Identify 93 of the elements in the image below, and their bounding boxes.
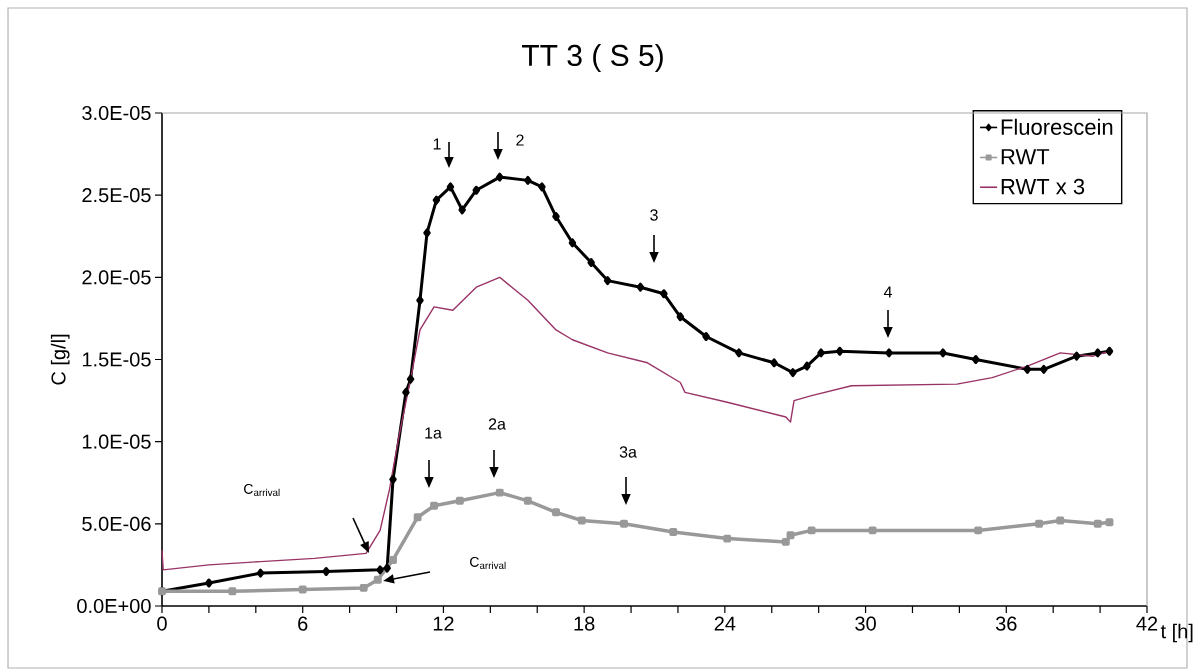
point: [577, 516, 586, 525]
point: [781, 537, 790, 546]
point: [939, 348, 947, 358]
x-tick-label: 36: [995, 616, 1017, 631]
x-tick-label: 24: [714, 616, 736, 631]
point: [383, 563, 391, 573]
point: [458, 205, 466, 215]
point: [423, 228, 431, 238]
point: [322, 566, 330, 576]
point: [587, 258, 595, 268]
point: [416, 295, 424, 305]
point: [1056, 516, 1065, 525]
x-tick-label: 12: [433, 616, 454, 631]
point: [1105, 518, 1114, 527]
point: [723, 534, 732, 543]
point: [552, 508, 560, 517]
x-axis-title: t [h]: [1160, 623, 1193, 643]
point: [974, 526, 983, 535]
y-tick-label: 5.0E-06: [82, 516, 151, 531]
point: [256, 568, 265, 578]
legend-label: RWT: [1001, 149, 1050, 165]
annotation: 2: [516, 134, 524, 146]
legend-label: Fluorescein: [1001, 118, 1113, 135]
point: [406, 374, 415, 384]
point: [413, 513, 422, 522]
x-tick-label: 42: [1136, 616, 1158, 631]
point: [472, 185, 481, 195]
point: [868, 526, 877, 535]
annotation: 1a: [425, 427, 442, 439]
point: [228, 587, 237, 596]
point: [972, 354, 980, 364]
point: [770, 358, 778, 368]
point: [446, 182, 455, 192]
point: [1023, 364, 1032, 374]
point: [495, 488, 504, 497]
point: [603, 276, 612, 286]
point: [430, 501, 438, 510]
point: [885, 348, 893, 358]
point: [495, 172, 504, 182]
point: [676, 312, 685, 322]
point: [735, 348, 743, 358]
chart-title: TT 3 ( S 5): [522, 44, 663, 72]
annotation: 1: [433, 138, 441, 150]
point: [786, 531, 795, 540]
point: [524, 175, 532, 185]
y-axis-title: C [g/l]: [50, 334, 70, 385]
point: [373, 575, 382, 584]
point: [402, 387, 410, 397]
x-tick-label: 0: [157, 616, 167, 631]
point: [702, 331, 710, 341]
point: [455, 496, 464, 505]
point: [817, 348, 825, 358]
legend-label: RWT x 3: [1001, 178, 1085, 195]
point: [803, 361, 811, 371]
x-tick-label: 30: [855, 616, 876, 631]
x-tick-label: 18: [574, 616, 595, 631]
point: [660, 289, 668, 299]
point: [389, 556, 397, 564]
annotation: 3: [650, 209, 658, 221]
point: [568, 238, 577, 248]
point: [669, 528, 678, 536]
point: [538, 182, 546, 192]
y-tick-label: 2.0E-05: [82, 270, 151, 285]
y-tick-label: 2.5E-05: [82, 188, 151, 203]
y-tick-label: 3.0E-05: [82, 105, 151, 121]
point: [1105, 346, 1114, 356]
annotation: C$_{arrival}$: [244, 483, 280, 496]
annotation: 3a: [619, 446, 637, 458]
point: [432, 195, 441, 205]
point: [1072, 351, 1081, 361]
point: [298, 585, 307, 594]
point: [205, 578, 213, 588]
annotation: 4: [883, 286, 892, 298]
y-tick-label: 1.5E-05: [82, 352, 151, 367]
point: [620, 519, 628, 528]
point: [1035, 519, 1044, 528]
point: [1040, 364, 1048, 374]
point: [836, 346, 844, 356]
point: [1093, 519, 1102, 528]
point: [1094, 348, 1102, 358]
annotation: 2a: [488, 418, 506, 430]
point: [376, 565, 384, 575]
point: [523, 496, 532, 505]
point: [807, 526, 816, 535]
point: [636, 282, 645, 292]
point: [389, 474, 397, 484]
y-tick-label: 0.0E+00: [77, 598, 151, 614]
point: [552, 212, 560, 222]
annotation: C$_{arrival}$: [470, 556, 506, 569]
y-tick-label: 1.0E-05: [82, 434, 151, 449]
x-tick-label: 6: [298, 616, 308, 631]
point: [789, 368, 797, 378]
point: [359, 583, 368, 592]
